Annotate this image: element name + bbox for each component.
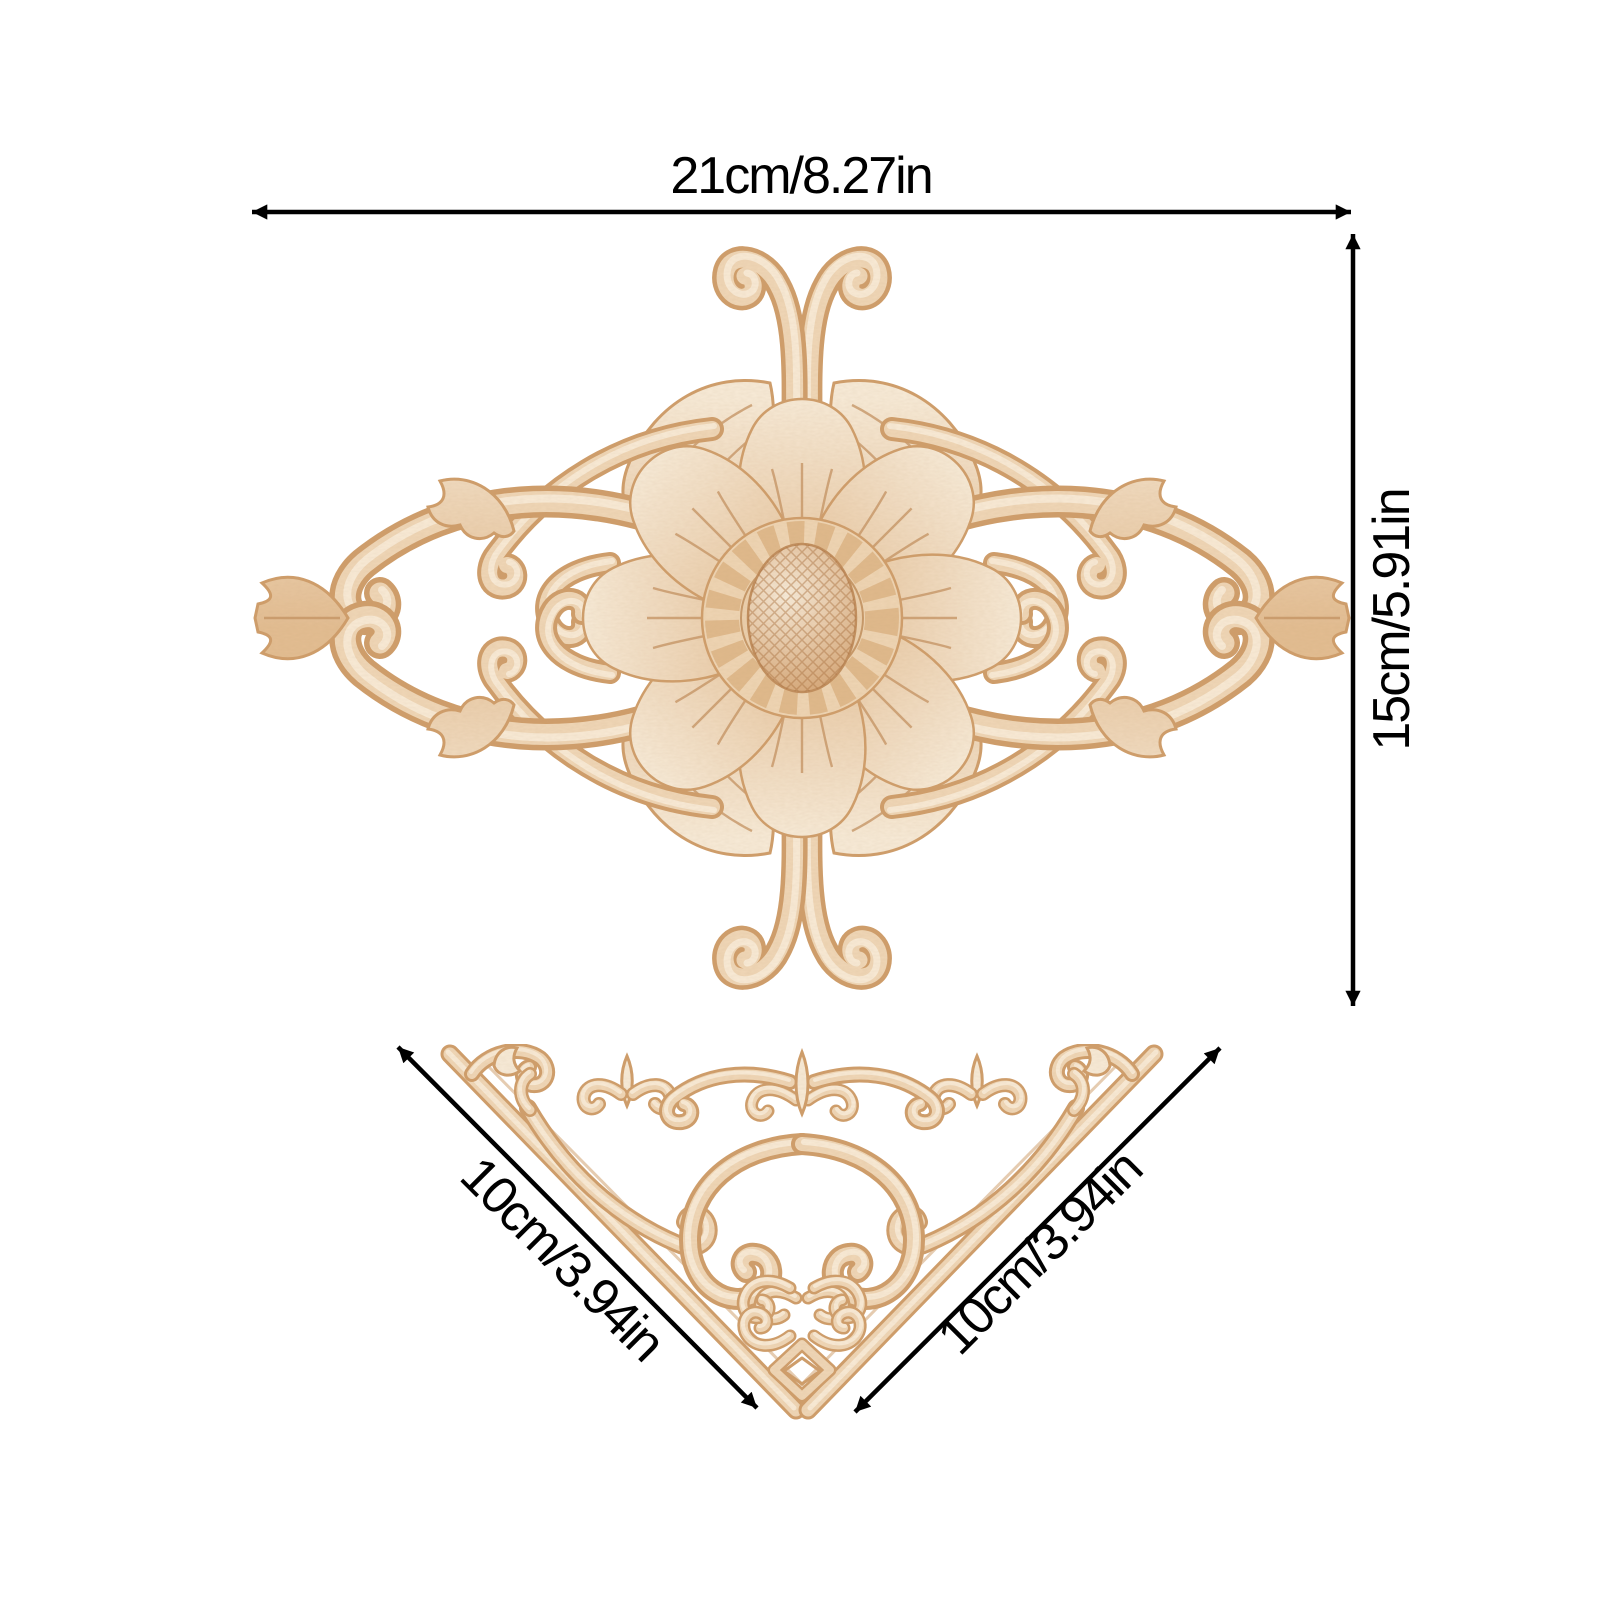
central-flower <box>581 397 1023 839</box>
corner-applique-image <box>440 1044 1164 1426</box>
main-height-dimension-label: 15cm/5.91in <box>1363 489 1421 751</box>
main-width-dimension-label: 21cm/8.27in <box>670 147 933 205</box>
main-applique-carving <box>255 256 1349 980</box>
main-applique-image <box>252 233 1352 1008</box>
corner-applique-carving <box>448 1047 1156 1410</box>
